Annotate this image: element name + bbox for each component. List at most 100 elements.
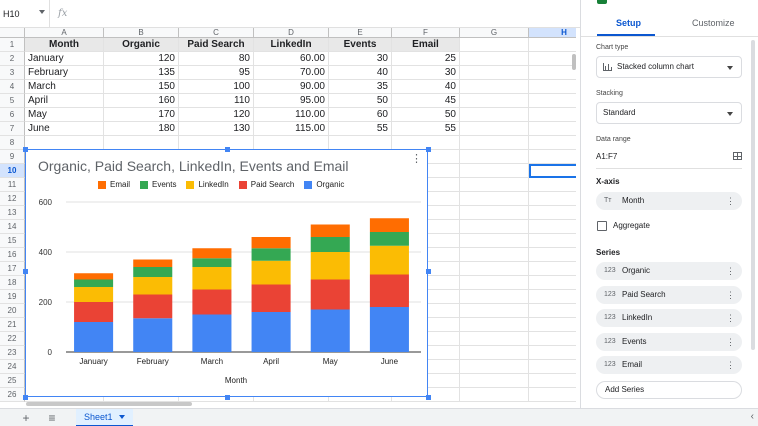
resize-handle[interactable] (426, 147, 431, 152)
column-header-a[interactable]: A (25, 28, 104, 38)
row-header[interactable]: 25 (0, 374, 25, 388)
cell[interactable]: 120 (179, 108, 254, 122)
series-chip-events[interactable]: 123 Events ⋮ (596, 332, 742, 351)
cell[interactable] (460, 164, 529, 178)
cell[interactable] (104, 136, 179, 150)
cell[interactable]: 50 (329, 94, 392, 108)
cell[interactable] (529, 318, 576, 332)
sheet-tab-sheet1[interactable]: Sheet1 (76, 408, 133, 426)
cell[interactable] (460, 220, 529, 234)
row-header[interactable]: 8 (0, 136, 25, 150)
cell[interactable] (529, 346, 576, 360)
series-chip-organic[interactable]: 123 Organic ⋮ (596, 262, 742, 280)
cell[interactable] (529, 374, 576, 388)
cell[interactable] (460, 388, 529, 402)
cell[interactable] (529, 150, 576, 164)
grid-select-icon[interactable] (733, 152, 742, 160)
row-header[interactable]: 13 (0, 206, 25, 220)
cell[interactable] (460, 206, 529, 220)
row-header[interactable]: 24 (0, 360, 25, 374)
cell[interactable]: Organic (104, 38, 179, 52)
cell[interactable]: 135 (104, 66, 179, 80)
cell[interactable] (460, 234, 529, 248)
cell[interactable] (529, 108, 576, 122)
cell[interactable] (460, 276, 529, 290)
aggregate-checkbox[interactable] (597, 221, 607, 231)
cell[interactable] (529, 304, 576, 318)
cell[interactable] (529, 192, 576, 206)
row-header[interactable]: 12 (0, 192, 25, 206)
horizontal-scrollbar[interactable] (26, 402, 192, 406)
row-header[interactable]: 14 (0, 220, 25, 234)
cell[interactable] (460, 66, 529, 80)
row-header[interactable]: 20 (0, 304, 25, 318)
more-vert-icon[interactable]: ⋮ (726, 289, 735, 300)
cell[interactable]: 130 (179, 122, 254, 136)
cell[interactable] (529, 66, 576, 80)
cell[interactable] (460, 136, 529, 150)
cell[interactable]: 55 (329, 122, 392, 136)
data-range-value[interactable]: A1:F7 (596, 152, 618, 161)
chevron-left-icon[interactable]: ‹ (750, 411, 754, 422)
stacking-select[interactable]: Standard (596, 102, 742, 124)
cell[interactable] (460, 38, 529, 52)
resize-handle[interactable] (225, 147, 230, 152)
tab-setup[interactable]: Setup (616, 18, 642, 28)
add-series-button[interactable]: Add Series (596, 381, 742, 399)
cell[interactable]: March (25, 80, 104, 94)
cell[interactable]: May (25, 108, 104, 122)
more-vert-icon[interactable]: ⋮ (726, 266, 735, 276)
cell[interactable] (529, 52, 576, 66)
more-vert-icon[interactable]: ⋮ (411, 153, 422, 165)
more-vert-icon[interactable]: ⋮ (726, 196, 735, 206)
cell[interactable] (529, 94, 576, 108)
cell[interactable] (529, 248, 576, 262)
row-header[interactable]: 15 (0, 234, 25, 248)
cell[interactable] (529, 122, 576, 136)
cell[interactable]: 70.00 (254, 66, 329, 80)
row-header[interactable]: 2 (0, 52, 25, 66)
xaxis-chip[interactable]: Tт Month ⋮ (596, 192, 742, 210)
row-header[interactable]: 5 (0, 94, 25, 108)
cell[interactable] (460, 178, 529, 192)
cell[interactable] (529, 262, 576, 276)
row-header[interactable]: 7 (0, 122, 25, 136)
cell[interactable] (460, 346, 529, 360)
vertical-scrollbar[interactable] (572, 54, 576, 70)
cell[interactable]: Events (329, 38, 392, 52)
cell[interactable]: 90.00 (254, 80, 329, 94)
cell[interactable] (392, 388, 460, 402)
row-header[interactable]: 16 (0, 248, 25, 262)
cell[interactable]: Month (25, 38, 104, 52)
panel-scrollbar[interactable] (751, 40, 755, 350)
cell[interactable] (329, 136, 392, 150)
resize-handle[interactable] (225, 395, 230, 400)
cell[interactable]: 180 (104, 122, 179, 136)
resize-handle[interactable] (23, 147, 28, 152)
cell[interactable] (460, 332, 529, 346)
cell[interactable] (529, 234, 576, 248)
row-header[interactable]: 18 (0, 276, 25, 290)
row-header[interactable]: 11 (0, 178, 25, 192)
chevron-down-icon[interactable] (118, 414, 125, 419)
cell[interactable] (460, 374, 529, 388)
chart-object[interactable]: Organic, Paid Search, LinkedIn, Events a… (25, 149, 428, 397)
cell[interactable]: Paid Search (179, 38, 254, 52)
cell[interactable] (529, 136, 576, 150)
cell[interactable]: 25 (392, 52, 460, 66)
cell[interactable] (460, 248, 529, 262)
row-header[interactable]: 22 (0, 332, 25, 346)
cell[interactable] (460, 192, 529, 206)
more-vert-icon[interactable]: ⋮ (726, 360, 735, 370)
cell[interactable] (529, 206, 576, 220)
cell[interactable] (254, 136, 329, 150)
series-chip-email[interactable]: 123 Email ⋮ (596, 356, 742, 374)
cell[interactable]: 50 (392, 108, 460, 122)
cell[interactable]: 110.00 (254, 108, 329, 122)
cell[interactable]: LinkedIn (254, 38, 329, 52)
select-all-corner[interactable] (0, 28, 25, 38)
name-box[interactable]: H10 (0, 0, 50, 28)
column-header-h[interactable]: H (529, 28, 576, 38)
cell[interactable]: April (25, 94, 104, 108)
row-header[interactable]: 6 (0, 108, 25, 122)
